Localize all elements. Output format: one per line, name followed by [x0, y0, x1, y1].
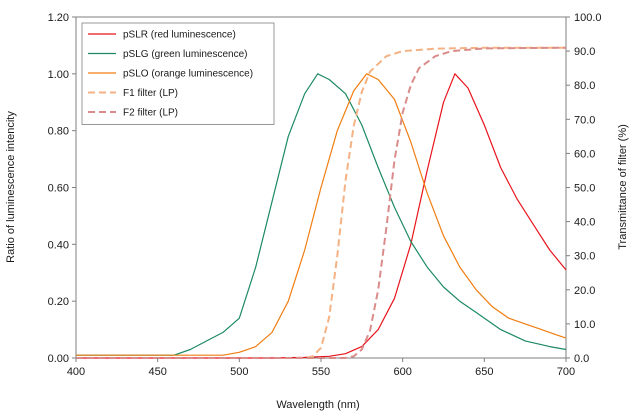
y-axis-title: Ratio of luminescence intencity — [5, 111, 17, 263]
y2-tick-label: 90.0 — [574, 46, 595, 58]
series-line-2 — [76, 73, 567, 356]
x-axis-title: Wavelength (nm) — [276, 399, 359, 411]
series-line-5 — [76, 46, 567, 359]
y-tick-label: 0.00 — [48, 353, 69, 365]
y-tick-label: 0.40 — [48, 239, 69, 251]
legend-label-1: pSLR (red luminescence) — [123, 30, 236, 41]
y2-tick-label: 50.0 — [574, 183, 595, 195]
y-tick-label: 1.00 — [48, 69, 69, 81]
x-tick-label: 400 — [67, 366, 85, 378]
y2-tick-label: 0.0 — [574, 353, 589, 365]
y2-tick-label: 60.0 — [574, 148, 595, 160]
legend-box — [81, 22, 275, 125]
legend-label-2: pSLG (green luminescence) — [123, 49, 248, 60]
y2-tick-label: 20.0 — [574, 285, 595, 297]
x-tick-label: 600 — [393, 366, 411, 378]
y2-tick-label: 40.0 — [574, 217, 595, 229]
y2-tick-label: 30.0 — [574, 251, 595, 263]
y-tick-label: 0.20 — [48, 296, 69, 308]
x-tick-label: 700 — [557, 366, 575, 378]
series-line-1 — [76, 73, 567, 359]
y-tick-label: 0.60 — [48, 183, 69, 195]
legend-label-5: F2 filter (LP) — [123, 108, 178, 119]
x-tick-label: 450 — [148, 366, 166, 378]
y2-axis-title: Transmittance of filter (%) — [617, 124, 629, 250]
x-tick-label: 500 — [230, 366, 248, 378]
y-tick-label: 0.80 — [48, 126, 69, 138]
series-line-3 — [76, 73, 567, 356]
x-tick-label: 650 — [475, 366, 493, 378]
y2-tick-label: 70.0 — [574, 114, 595, 126]
y-tick-label: 1.20 — [48, 12, 69, 24]
x-tick-label: 550 — [312, 366, 330, 378]
legend-label-4: F1 filter (LP) — [123, 88, 178, 99]
y2-tick-label: 100.0 — [574, 12, 602, 24]
legend-label-3: pSLO (orange luminescence) — [123, 69, 253, 80]
y2-tick-label: 10.0 — [574, 319, 595, 331]
series-line-4 — [76, 46, 566, 359]
y2-tick-label: 80.0 — [574, 80, 595, 92]
